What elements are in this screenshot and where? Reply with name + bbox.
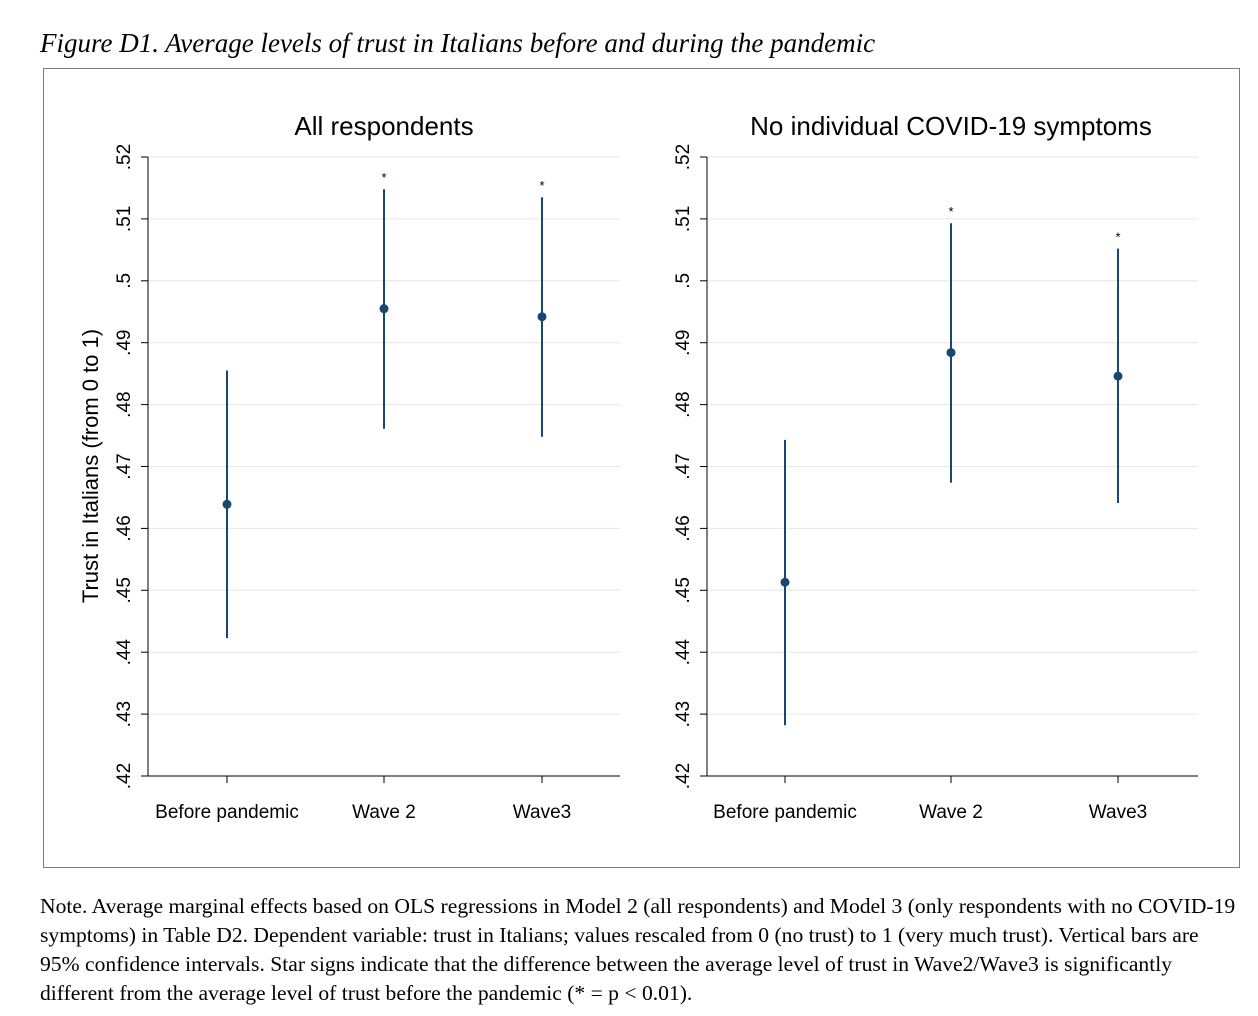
y-tick-label: .46 [114,515,135,541]
point-estimate [537,312,547,322]
y-tick-label: .42 [114,763,135,789]
figure-note: Note. Average marginal effects based on … [40,894,1236,1005]
x-tick-label: Wave3 [513,802,571,823]
y-tick-label: .48 [673,391,694,417]
y-tick-label: .48 [114,391,135,417]
panel-title: No individual COVID-19 symptoms [750,111,1152,141]
y-tick-label: .52 [114,144,135,170]
y-tick-label: .45 [673,577,694,603]
y-tick-label: .44 [673,639,694,666]
panel-title: All respondents [294,111,473,141]
point-estimate [1113,371,1123,381]
y-tick-label: .5 [114,273,135,289]
y-tick-label: .43 [673,701,694,727]
x-tick-label: Wave 2 [919,802,983,823]
y-tick-label: .51 [114,206,135,232]
point-estimate [946,348,956,358]
y-tick-label: .52 [673,144,694,170]
y-tick-label: .49 [673,329,694,355]
significance-star: * [1115,230,1120,245]
y-tick-label: .5 [673,273,694,289]
y-axis-title: Trust in Italians (from 0 to 1) [78,329,103,603]
y-tick-label: .49 [114,329,135,355]
significance-star: * [539,178,544,193]
y-tick-label: .51 [673,206,694,232]
y-tick-label: .45 [114,577,135,603]
y-tick-label: .46 [673,515,694,541]
chart-frame [43,68,1240,868]
x-tick-label: Before pandemic [713,802,857,823]
significance-star: * [381,170,386,185]
y-tick-label: .43 [114,701,135,727]
y-tick-label: .44 [114,639,135,666]
point-estimate [379,304,389,314]
y-tick-label: .47 [114,453,135,479]
x-tick-label: Wave 2 [352,802,416,823]
point-estimate [780,577,790,587]
significance-star: * [948,204,953,219]
point-estimate [222,499,232,509]
figure-title: Figure D1. Average levels of trust in It… [40,28,876,58]
y-tick-label: .42 [673,763,694,789]
y-tick-label: .47 [673,453,694,479]
x-tick-label: Before pandemic [155,802,299,823]
x-tick-label: Wave3 [1089,802,1147,823]
